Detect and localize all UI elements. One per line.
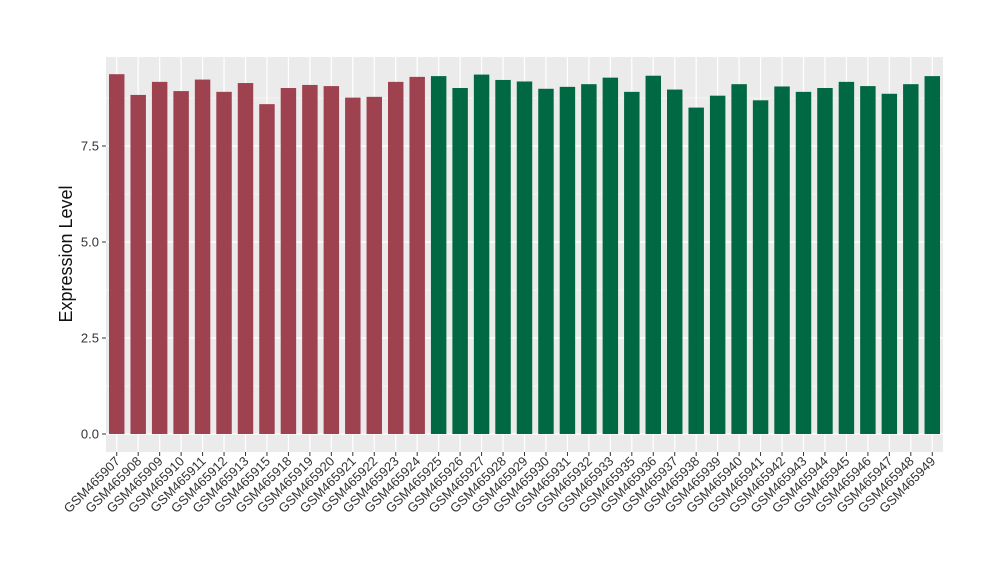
bar [216, 91, 232, 434]
bar [345, 97, 361, 434]
bar [388, 81, 404, 434]
y-axis-title: Expression Level [56, 185, 76, 322]
bar [752, 100, 769, 434]
bar [581, 84, 597, 435]
bars [109, 74, 940, 435]
bar [881, 93, 898, 434]
bar [774, 86, 790, 434]
bar [430, 76, 447, 434]
bar [452, 88, 468, 435]
bar [173, 91, 189, 434]
bar [538, 88, 554, 434]
y-tick-label: 0.0 [81, 427, 99, 442]
bar [559, 86, 576, 434]
bar [838, 81, 855, 434]
bar [409, 76, 425, 434]
bar [624, 91, 640, 434]
bar [645, 75, 661, 434]
bar [667, 89, 683, 434]
y-axis: 0.0 2.5 5.0 7.5 [81, 139, 106, 442]
bar [194, 79, 211, 435]
bar [302, 84, 318, 434]
bar [109, 74, 125, 434]
bar [473, 74, 490, 435]
bar [366, 96, 382, 435]
bar [709, 95, 726, 435]
y-tick-label: 2.5 [81, 331, 99, 346]
bar [817, 88, 833, 435]
bar [237, 83, 254, 435]
bar [795, 91, 812, 434]
bar [688, 107, 704, 434]
bar [516, 81, 533, 434]
bar [130, 94, 146, 434]
bar [259, 104, 275, 435]
bar [860, 86, 876, 434]
bar [602, 77, 619, 434]
bar [924, 76, 940, 434]
x-axis: GSM465907GSM465908GSM465909GSM465910GSM4… [61, 452, 938, 516]
bar [903, 84, 919, 435]
bar [495, 79, 511, 435]
bar [151, 81, 168, 434]
y-tick-label: 5.0 [81, 235, 99, 250]
bar [280, 88, 297, 435]
y-tick-label: 7.5 [81, 139, 99, 154]
bar [731, 84, 747, 435]
bar [323, 86, 340, 434]
